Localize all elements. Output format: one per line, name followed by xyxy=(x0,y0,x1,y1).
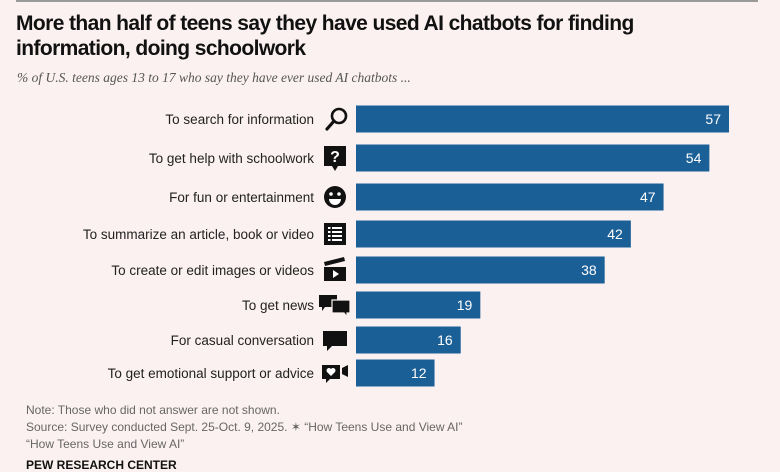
chat-bubble-icon xyxy=(323,331,347,351)
category-label: For casual conversation xyxy=(171,333,314,348)
bar xyxy=(356,359,435,387)
category-label: To get emotional support or advice xyxy=(108,366,314,381)
data-label: 16 xyxy=(437,332,453,348)
bar xyxy=(356,144,710,172)
bar xyxy=(356,220,631,248)
chart-subtitle: % of U.S. teens ages 13 to 17 who say th… xyxy=(17,70,411,85)
data-label: 19 xyxy=(457,297,473,313)
bar-chart: To search for information 57 To get help w… xyxy=(83,105,729,387)
category-label: To get news xyxy=(242,298,314,313)
chart-title: More than half of teens say they have us… xyxy=(16,12,634,60)
data-label: 47 xyxy=(640,189,656,205)
bar xyxy=(356,291,481,319)
category-label: To create or edit images or videos xyxy=(111,263,314,278)
bar xyxy=(356,183,664,211)
category-label: For fun or entertainment xyxy=(169,190,314,205)
data-label: 12 xyxy=(411,365,427,381)
heart-video-icon xyxy=(322,365,348,383)
note: Note: Those who did not answer are not s… xyxy=(26,403,280,417)
source: Source: Survey conducted Sept. 25-Oct. 9… xyxy=(26,420,463,434)
category-label: To get help with schoolwork xyxy=(149,151,314,166)
category-label: To summarize an article, book or video xyxy=(83,227,314,242)
speech-bubbles-icon xyxy=(319,295,351,319)
top-rule xyxy=(16,0,758,2)
clapperboard-icon xyxy=(324,257,346,281)
smiley-icon xyxy=(324,186,346,208)
list-icon xyxy=(324,223,346,245)
data-label: 38 xyxy=(581,262,597,278)
svg-text:?: ? xyxy=(330,149,340,166)
magnifier-icon xyxy=(325,107,348,131)
brand-logo: PEW RESEARCH CENTER xyxy=(26,458,177,472)
bar xyxy=(356,326,461,354)
data-label: 42 xyxy=(607,226,623,242)
source-title: “How Teens Use and View AI” xyxy=(26,437,185,451)
data-label: 57 xyxy=(705,111,721,127)
bar xyxy=(356,256,605,284)
category-label: To search for information xyxy=(165,112,314,127)
question-bubble-icon: ? xyxy=(324,146,346,171)
bar xyxy=(356,105,729,133)
data-label: 54 xyxy=(686,150,702,166)
